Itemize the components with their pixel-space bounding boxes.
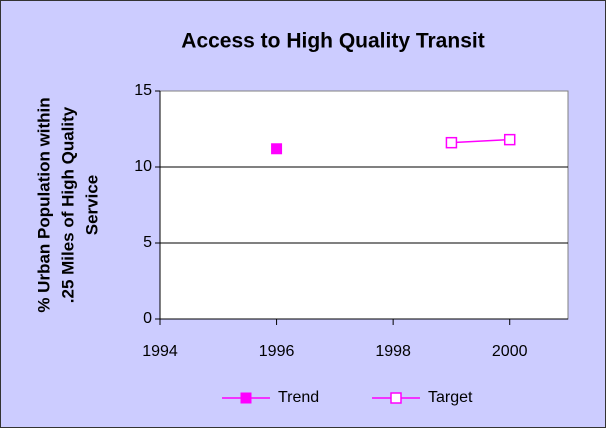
legend-marker: [390, 392, 402, 404]
legend-marker: [240, 392, 252, 404]
x-tick-label: 1996: [259, 343, 295, 360]
y-tick-label: 10: [134, 158, 152, 175]
y-axis-label: .25 Miles of High Quality: [58, 106, 77, 303]
y-axis-label: Service: [82, 175, 101, 236]
data-point: [503, 133, 516, 146]
chart-title: Access to High Quality Transit: [181, 30, 484, 53]
data-point: [445, 136, 458, 149]
x-tick-label: 1998: [375, 343, 411, 360]
y-tick-label: 15: [134, 82, 152, 99]
y-tick-label: 5: [143, 234, 152, 251]
y-axis-label: % Urban Population within: [34, 97, 53, 312]
legend-label: Trend: [278, 389, 319, 406]
legend-label: Target: [428, 389, 473, 406]
series-line: [451, 138, 510, 144]
plot-area: [159, 90, 569, 320]
data-point: [271, 143, 283, 155]
x-tick-label: 2000: [492, 343, 528, 360]
y-tick-label: 0: [143, 310, 152, 327]
x-tick-label: 1994: [142, 343, 178, 360]
